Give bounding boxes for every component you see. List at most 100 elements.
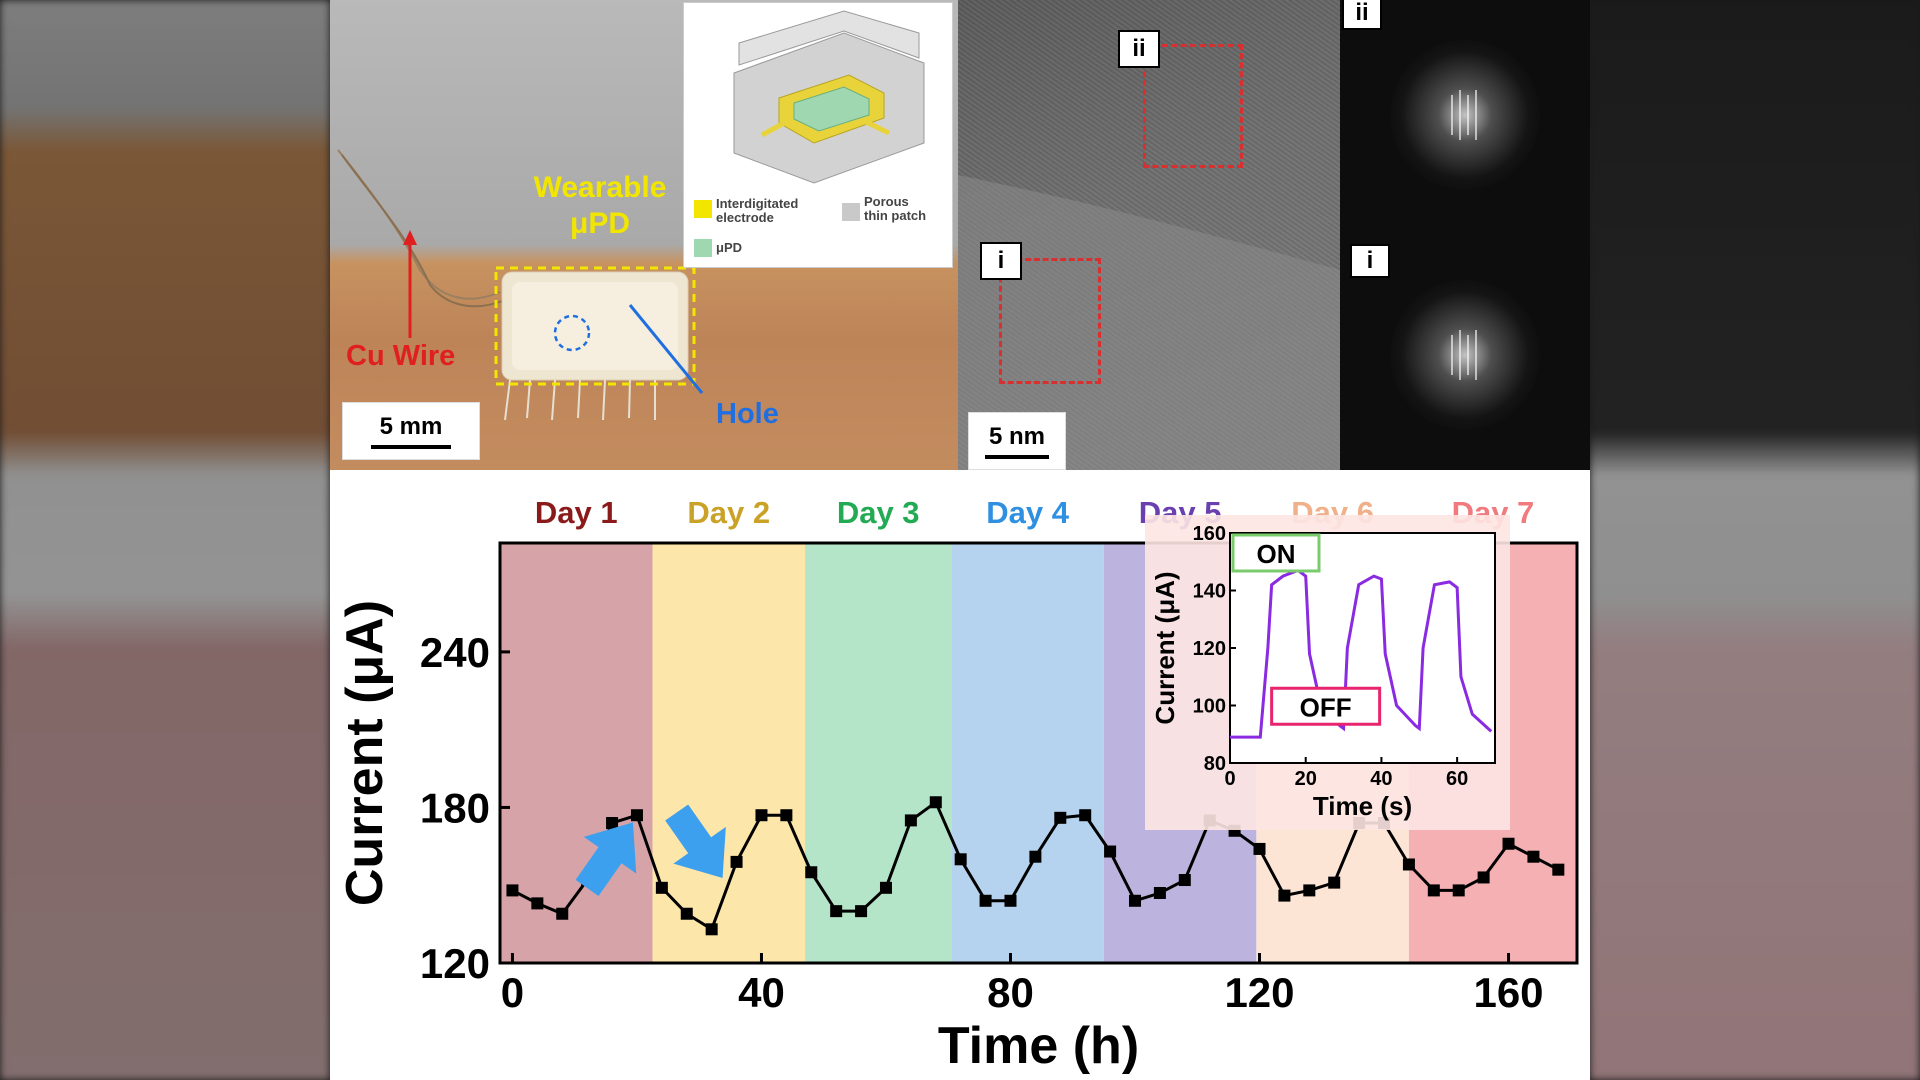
data-point: [1477, 871, 1490, 884]
tem-region-i-box: [999, 258, 1101, 384]
data-point: [680, 907, 693, 920]
x-tick-label: 80: [987, 969, 1034, 1016]
x-tick-label: 120: [1224, 969, 1294, 1016]
tem-region-ii-box: [1143, 44, 1243, 168]
data-point: [705, 923, 718, 936]
day-band: [500, 543, 653, 963]
data-point: [1527, 850, 1540, 863]
off-box: [1270, 686, 1382, 726]
current-stability-chart: Day 1 Day 2 Day 3 Day 4 Day 5 Day 6 Day 70 40 80…: [336, 495, 1579, 1075]
data-point: [954, 853, 967, 866]
data-point: [1427, 884, 1440, 897]
inset-x-tick-label: 40: [1370, 768, 1392, 790]
hole-circle: [553, 314, 591, 352]
hole-label: Hole: [716, 398, 779, 430]
y-tick-label: 240: [420, 629, 490, 676]
photo-scale-bar: 5 mm: [342, 402, 480, 460]
increase-arrow-shape: [575, 822, 637, 896]
x-tick-label: 160: [1473, 969, 1543, 1016]
data-point: [904, 814, 917, 827]
data-point: [1328, 876, 1341, 889]
device-outline: [494, 266, 696, 386]
data-point: [1452, 884, 1465, 897]
legend-swatch-electrode: [694, 200, 712, 218]
data-point: [730, 855, 743, 868]
inset-y-tick-label: 120: [1193, 638, 1226, 660]
data-point: [1402, 858, 1415, 871]
day-label: Day 1: [535, 495, 618, 530]
inset-y-tick-label: 160: [1193, 523, 1226, 545]
data-point: [1303, 884, 1316, 897]
data-point: [606, 817, 619, 829]
inset-y-axis-label: Current (μA): [1150, 571, 1180, 724]
data-point: [1004, 894, 1017, 907]
decrease-arrow: [665, 804, 726, 879]
data-point: [1128, 894, 1141, 907]
tem-scale-bar: 5 nm: [968, 412, 1066, 470]
data-point: [805, 866, 818, 879]
data-point: [1552, 863, 1565, 876]
data-point: [1502, 837, 1515, 850]
inset-x-tick-label: 20: [1295, 768, 1317, 790]
day-label: Day 4: [986, 495, 1069, 530]
y-tick-label: 180: [420, 784, 490, 831]
data-point: [1253, 842, 1266, 855]
data-point: [1029, 850, 1042, 863]
x-tick-label: 0: [501, 969, 524, 1016]
day-band: [951, 543, 1104, 963]
data-point: [929, 796, 942, 809]
on-box: [1231, 533, 1321, 573]
day-label: Day 2: [687, 495, 770, 530]
data-point: [855, 905, 868, 918]
data-point: [655, 881, 668, 894]
fft-pattern-ii: [1390, 40, 1540, 190]
legend-patch: Porous thin patch: [864, 194, 927, 223]
inset-x-axis-label: Time (s): [1313, 791, 1412, 821]
day-band: [805, 543, 952, 963]
device-schematic: Interdigitated electrode Porous thin pat…: [683, 2, 953, 268]
y-tick-label: 120: [420, 940, 490, 987]
legend-swatch-patch: [842, 203, 860, 221]
increase-arrow: [575, 822, 637, 896]
x-axis-label: Time (h): [938, 1017, 1139, 1075]
inset-series-line: [1230, 568, 1493, 739]
data-point: [556, 907, 569, 920]
inset-x-tick-label: 0: [1224, 768, 1235, 790]
data-point: [780, 809, 793, 822]
fft-tag-ii: ii: [1342, 0, 1382, 30]
wire-arrow-head: [403, 230, 417, 245]
data-point: [1104, 845, 1117, 858]
data-point: [506, 884, 519, 897]
y-axis-label: Current (μA): [336, 600, 394, 906]
inset-y-tick-label: 80: [1204, 753, 1226, 775]
inset-y-tick-label: 140: [1193, 581, 1226, 603]
tem-image: ii i 5 nm: [958, 0, 1340, 470]
data-point: [1079, 809, 1092, 822]
day-band: [652, 543, 806, 963]
data-point: [531, 897, 544, 910]
data-point: [1153, 887, 1166, 899]
fft-pattern-i: [1390, 280, 1540, 430]
data-point: [630, 809, 643, 822]
data-point: [1054, 811, 1067, 824]
data-point: [879, 881, 892, 894]
legend-electrode: Interdigitated electrode: [716, 196, 799, 225]
device-photo: Interdigitated electrode Porous thin pat…: [330, 0, 958, 470]
photo-drawing: [337, 149, 704, 421]
decrease-arrow-shape: [665, 804, 726, 879]
plot-frame: [498, 541, 1579, 965]
fft-patterns: ii i: [1340, 0, 1590, 470]
x-tick-label: 40: [738, 969, 785, 1016]
data-point: [830, 905, 843, 918]
day-label: Day 3: [837, 495, 920, 530]
data-point: [755, 809, 768, 822]
device-label: Wearable μPD: [533, 171, 667, 240]
data-point: [1178, 874, 1191, 887]
legend-upd: μPD: [716, 240, 743, 255]
background-blur-left: [0, 0, 330, 1080]
tem-region-i-tag: i: [980, 242, 1022, 280]
data-point: [979, 894, 992, 907]
figure-panel: Interdigitated electrode Porous thin pat…: [330, 0, 1590, 1080]
off-label: OFF: [1300, 692, 1352, 722]
tem-drawing: [958, 175, 1340, 470]
